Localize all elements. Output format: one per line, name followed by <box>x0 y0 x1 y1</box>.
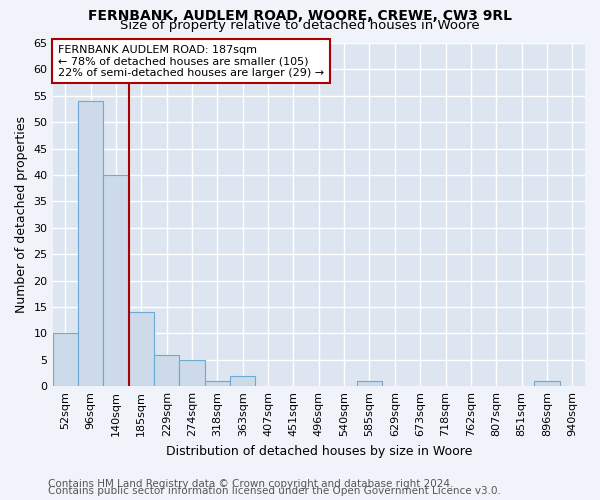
Bar <box>78 101 103 386</box>
X-axis label: Distribution of detached houses by size in Woore: Distribution of detached houses by size … <box>166 444 472 458</box>
Bar <box>103 175 128 386</box>
Text: FERNBANK, AUDLEM ROAD, WOORE, CREWE, CW3 9RL: FERNBANK, AUDLEM ROAD, WOORE, CREWE, CW3… <box>88 9 512 23</box>
Bar <box>534 381 560 386</box>
Text: Contains public sector information licensed under the Open Government Licence v3: Contains public sector information licen… <box>48 486 501 496</box>
Text: FERNBANK AUDLEM ROAD: 187sqm
← 78% of detached houses are smaller (105)
22% of s: FERNBANK AUDLEM ROAD: 187sqm ← 78% of de… <box>58 44 324 78</box>
Y-axis label: Number of detached properties: Number of detached properties <box>15 116 28 313</box>
Bar <box>230 376 256 386</box>
Bar <box>128 312 154 386</box>
Text: Size of property relative to detached houses in Woore: Size of property relative to detached ho… <box>120 19 480 32</box>
Text: Contains HM Land Registry data © Crown copyright and database right 2024.: Contains HM Land Registry data © Crown c… <box>48 479 454 489</box>
Bar <box>357 381 382 386</box>
Bar <box>53 334 78 386</box>
Bar <box>205 381 230 386</box>
Bar <box>179 360 205 386</box>
Bar <box>154 354 179 386</box>
